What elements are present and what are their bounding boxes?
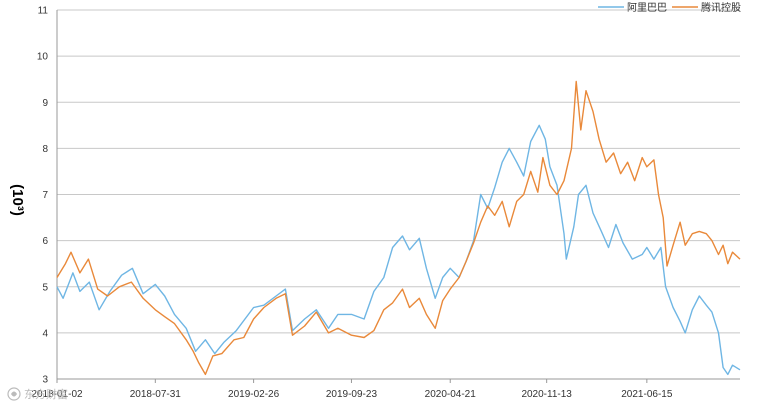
x-tick-label: 2019-09-23	[326, 389, 378, 400]
series-lines	[56, 80, 741, 376]
x-tick-label: 2020-04-21	[425, 389, 477, 400]
x-tick-label: 2018-01-02	[31, 389, 83, 400]
x-axis-ticks: 2018-01-02 2018-07-31 2019-02-26 2019-09-23…	[31, 379, 673, 400]
y-tick-label: 10	[37, 52, 49, 63]
y-tick-label: 6	[42, 236, 48, 247]
watermark: 东方财富	[7, 387, 68, 401]
x-tick-label: 2018-07-31	[130, 389, 182, 400]
y-tick-label: 11	[38, 6, 49, 17]
grid-lines	[56, 9, 740, 380]
legend: 阿里巴巴 腾讯控股	[598, 1, 741, 14]
y-axis-ticks: 3 4 5 6 7 8 9 10 11	[37, 6, 49, 386]
y-tick-label: 9	[42, 98, 48, 109]
x-tick-label: 2019-02-26	[228, 389, 280, 400]
y-tick-label: 5	[42, 282, 48, 293]
series-line-1	[56, 124, 741, 376]
watermark-text: 东方财富	[24, 387, 68, 401]
series-line-2	[56, 80, 741, 376]
y-tick-label: 7	[42, 190, 48, 201]
x-tick-label: 2021-06-15	[621, 389, 673, 400]
y-axis-label: (10³)	[9, 184, 26, 216]
y-tick-label: 4	[42, 328, 48, 339]
legend-label: 阿里巴巴	[627, 2, 667, 14]
y-tick-label: 3	[42, 375, 48, 386]
legend-label: 腾讯控股	[701, 1, 741, 14]
y-tick-label: 8	[42, 144, 48, 155]
x-tick-label: 2020-11-13	[521, 389, 572, 400]
